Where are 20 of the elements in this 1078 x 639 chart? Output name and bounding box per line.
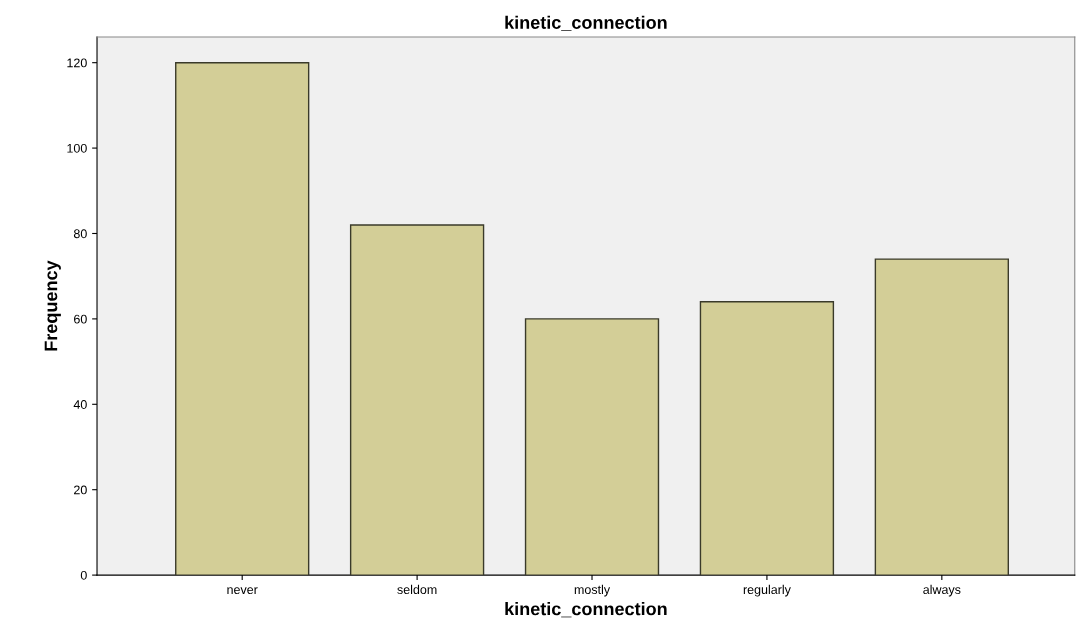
y-tick-label: 120 — [67, 58, 87, 68]
y-tick-label: 80 — [73, 229, 87, 239]
x-tick-label: never — [227, 587, 258, 594]
y-tick-label: 60 — [74, 314, 87, 324]
x-tick-label: mostly — [574, 584, 611, 597]
x-tick-label: regularly — [743, 584, 791, 597]
bar — [699, 301, 835, 576]
bar — [349, 224, 485, 576]
bar — [175, 61, 310, 576]
bar — [874, 258, 1009, 576]
y-tick-label: 20 — [74, 485, 87, 495]
x-tick-label: always — [923, 584, 961, 597]
y-axis-title: Frequency — [44, 260, 61, 351]
y-tick-label: 0 — [80, 570, 87, 580]
bar — [524, 318, 660, 576]
chart-title: kinetic_connection — [505, 15, 667, 31]
x-axis-title: kinetic_connection — [505, 602, 667, 618]
y-tick-label: 40 — [73, 400, 87, 409]
y-tick-label: 100 — [67, 143, 87, 153]
x-tick-label: seldom — [397, 584, 437, 594]
